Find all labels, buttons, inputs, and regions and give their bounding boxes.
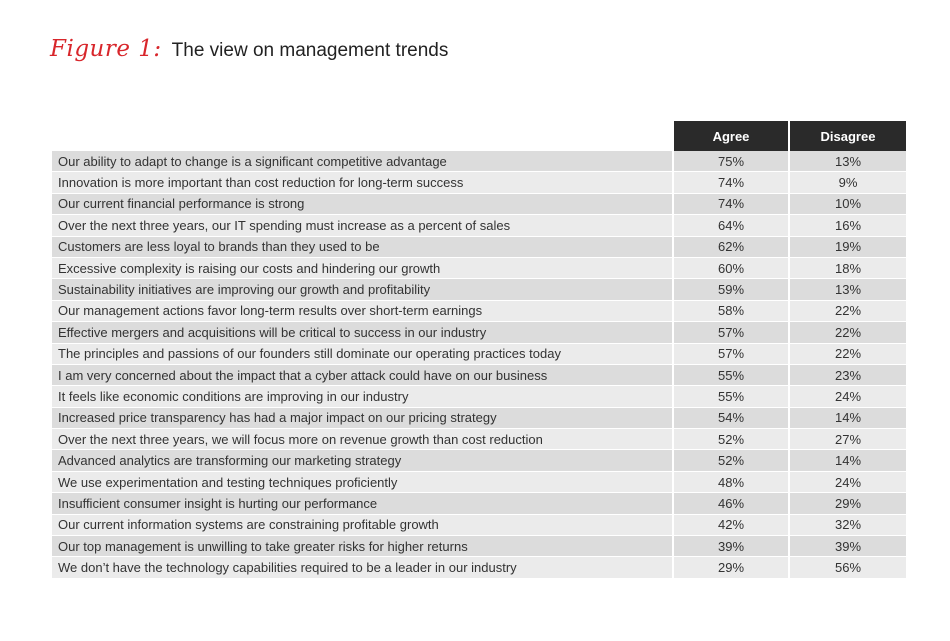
disagree-cell: 56% (788, 556, 906, 579)
agree-cell: 64% (672, 214, 789, 237)
statement-cell: Increased price transparency has had a m… (52, 407, 673, 430)
statement-cell: Advanced analytics are transforming our … (52, 449, 673, 472)
disagree-cell: 32% (788, 514, 906, 537)
table-row: Sustainability initiatives are improving… (52, 278, 906, 301)
statement-cell: Sustainability initiatives are improving… (52, 278, 673, 301)
disagree-cell: 24% (788, 471, 906, 494)
agree-cell: 48% (672, 471, 789, 494)
agree-cell: 55% (672, 364, 789, 387)
table-row: Our management actions favor long-term r… (52, 300, 906, 323)
table-row: Our current financial performance is str… (52, 193, 906, 216)
agree-cell: 52% (672, 428, 789, 451)
table-row: Effective mergers and acquisitions will … (52, 321, 906, 344)
agree-cell: 52% (672, 449, 789, 472)
statement-cell: Insufficient consumer insight is hurting… (52, 492, 673, 515)
statement-cell: Customers are less loyal to brands than … (52, 236, 673, 258)
agree-cell: 60% (672, 257, 789, 280)
table-row: We use experimentation and testing techn… (52, 471, 906, 494)
statement-cell: Over the next three years, our IT spendi… (52, 214, 673, 237)
table-row: Our current information systems are cons… (52, 514, 906, 537)
disagree-cell: 14% (788, 449, 906, 472)
figure-title: Figure 1: The view on management trends (50, 36, 448, 62)
agree-cell: 42% (672, 514, 789, 537)
agree-cell: 39% (672, 535, 789, 558)
agree-cell: 58% (672, 300, 789, 323)
statement-cell: It feels like economic conditions are im… (52, 385, 673, 408)
disagree-cell: 18% (788, 257, 906, 280)
disagree-cell: 10% (788, 193, 906, 216)
table-row: Customers are less loyal to brands than … (52, 236, 906, 258)
agree-cell: 46% (672, 492, 789, 515)
agree-cell: 57% (672, 321, 789, 344)
table-row: Insufficient consumer insight is hurting… (52, 492, 906, 515)
table-header-row: Agree Disagree (52, 121, 906, 151)
agree-cell: 29% (672, 556, 789, 579)
agree-cell: 57% (672, 343, 789, 365)
statement-cell: Innovation is more important than cost r… (52, 171, 673, 194)
statement-cell: We don’t have the technology capabilitie… (52, 556, 673, 579)
disagree-cell: 39% (788, 535, 906, 558)
disagree-cell: 22% (788, 321, 906, 344)
disagree-cell: 13% (788, 278, 906, 301)
disagree-cell: 9% (788, 171, 906, 194)
table-row: Innovation is more important than cost r… (52, 171, 906, 194)
statement-cell: Over the next three years, we will focus… (52, 428, 673, 451)
statement-cell: We use experimentation and testing techn… (52, 471, 673, 494)
column-header-agree: Agree (672, 121, 789, 151)
statement-cell: Our current information systems are cons… (52, 514, 673, 537)
table-row: Over the next three years, our IT spendi… (52, 214, 906, 237)
agree-cell: 55% (672, 385, 789, 408)
table-row: Over the next three years, we will focus… (52, 428, 906, 451)
disagree-cell: 29% (788, 492, 906, 515)
disagree-cell: 22% (788, 343, 906, 365)
table-row: We don’t have the technology capabilitie… (52, 556, 906, 579)
agree-cell: 62% (672, 236, 789, 258)
disagree-cell: 19% (788, 236, 906, 258)
table-row: It feels like economic conditions are im… (52, 385, 906, 408)
disagree-cell: 16% (788, 214, 906, 237)
statement-cell: The principles and passions of our found… (52, 343, 673, 365)
figure-heading: The view on management trends (171, 40, 449, 61)
survey-table: Agree Disagree Our ability to adapt to c… (52, 121, 906, 579)
disagree-cell: 23% (788, 364, 906, 387)
table-row: Advanced analytics are transforming our … (52, 449, 906, 472)
agree-cell: 74% (672, 171, 789, 194)
table-row: Our top management is unwilling to take … (52, 535, 906, 558)
survey-table-container: Agree Disagree Our ability to adapt to c… (52, 121, 906, 579)
table-row: I am very concerned about the impact tha… (52, 364, 906, 387)
disagree-cell: 24% (788, 385, 906, 408)
statement-cell: I am very concerned about the impact tha… (52, 364, 673, 387)
statement-cell: Our current financial performance is str… (52, 193, 673, 216)
header-blank-cell (52, 121, 673, 151)
statement-cell: Our management actions favor long-term r… (52, 300, 673, 323)
disagree-cell: 22% (788, 300, 906, 323)
table-row: Our ability to adapt to change is a sign… (52, 151, 906, 173)
table-row: Increased price transparency has had a m… (52, 407, 906, 430)
statement-cell: Our ability to adapt to change is a sign… (52, 151, 673, 173)
table-body: Our ability to adapt to change is a sign… (52, 151, 906, 579)
agree-cell: 59% (672, 278, 789, 301)
table-row: Excessive complexity is raising our cost… (52, 257, 906, 280)
column-header-disagree: Disagree (788, 121, 906, 151)
statement-cell: Effective mergers and acquisitions will … (52, 321, 673, 344)
agree-cell: 74% (672, 193, 789, 216)
disagree-cell: 14% (788, 407, 906, 430)
disagree-cell: 13% (788, 151, 906, 173)
statement-cell: Our top management is unwilling to take … (52, 535, 673, 558)
statement-cell: Excessive complexity is raising our cost… (52, 257, 673, 280)
figure-label: Figure 1: (50, 36, 162, 62)
disagree-cell: 27% (788, 428, 906, 451)
table-row: The principles and passions of our found… (52, 343, 906, 365)
agree-cell: 75% (672, 151, 789, 173)
agree-cell: 54% (672, 407, 789, 430)
